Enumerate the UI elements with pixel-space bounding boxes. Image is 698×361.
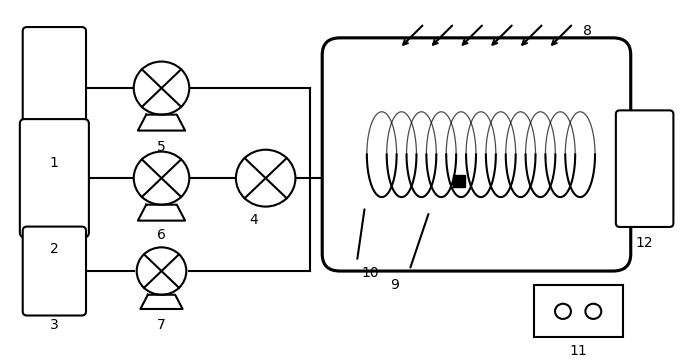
Text: 5: 5 (157, 140, 166, 154)
Text: 4: 4 (249, 213, 258, 227)
Text: 6: 6 (157, 229, 166, 242)
Circle shape (134, 62, 189, 115)
Text: 8: 8 (583, 24, 592, 38)
Circle shape (236, 150, 295, 206)
FancyBboxPatch shape (23, 27, 86, 149)
Text: 12: 12 (636, 236, 653, 250)
FancyBboxPatch shape (20, 119, 89, 237)
Bar (533, 285, 623, 338)
Text: 9: 9 (390, 278, 399, 292)
Text: 10: 10 (362, 266, 380, 280)
Text: 7: 7 (157, 318, 166, 332)
Circle shape (134, 152, 189, 205)
Text: 2: 2 (50, 242, 59, 256)
Circle shape (137, 247, 186, 295)
FancyBboxPatch shape (23, 227, 86, 316)
Text: 3: 3 (50, 318, 59, 332)
Text: 1: 1 (50, 156, 59, 170)
Text: 11: 11 (570, 344, 587, 358)
FancyBboxPatch shape (322, 38, 631, 271)
FancyBboxPatch shape (616, 110, 674, 227)
